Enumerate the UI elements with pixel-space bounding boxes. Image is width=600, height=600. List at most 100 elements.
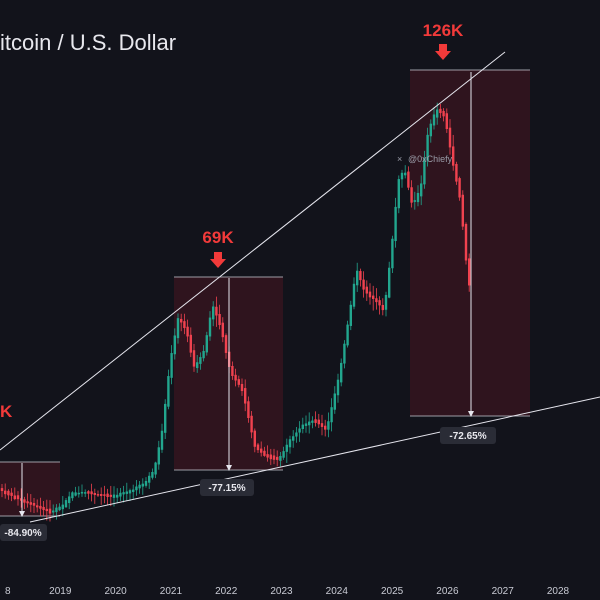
candle-body [189, 334, 192, 353]
candle-body [244, 388, 247, 404]
candle-body [343, 343, 346, 364]
drawdown-badge-2: -77.15% [200, 479, 254, 496]
candle-body [71, 492, 74, 499]
candle-body [10, 492, 13, 496]
candle-body [295, 432, 298, 437]
candle-body [423, 158, 426, 185]
candle-body [400, 172, 404, 180]
candle-body [311, 420, 314, 423]
candle-body [199, 357, 202, 364]
x-tick-label: 2023 [270, 586, 293, 597]
drop-arrowheads [19, 411, 474, 517]
candle-body [359, 271, 362, 281]
drawdown-box [0, 462, 60, 516]
candle-body [317, 419, 320, 425]
x-tick-label: 2028 [547, 586, 570, 597]
candles [0, 102, 471, 522]
candle-body [90, 491, 93, 495]
candle-body [407, 171, 410, 188]
drawdown-label: -84.90% [4, 528, 41, 539]
candle-body [128, 490, 132, 494]
candle-body [455, 163, 458, 182]
candle-body [432, 114, 436, 126]
candle-body [288, 439, 292, 448]
drawdown-badge-3: -72.65% [440, 427, 496, 444]
candle-body [279, 455, 282, 461]
candle-body [263, 450, 266, 456]
candle-body [365, 286, 368, 294]
candle-body [106, 493, 109, 498]
candle-body [416, 192, 420, 203]
candle-body [157, 447, 160, 465]
drawdown-box [410, 70, 530, 416]
candle-body [378, 300, 381, 306]
x-tick-label: 2019 [49, 586, 72, 597]
candle-body [173, 335, 176, 355]
chart-title: itcoin / U.S. Dollar [0, 30, 176, 55]
candle-body [23, 499, 26, 503]
candle-body [218, 313, 221, 326]
candle-body [381, 304, 384, 311]
candle-body [192, 350, 196, 367]
candle-body [202, 350, 205, 359]
close-icon: × [397, 154, 402, 164]
candle-body [336, 379, 340, 396]
drop-lines [21, 72, 472, 512]
peak-label: 126K [423, 21, 464, 40]
candle-body [461, 194, 464, 227]
candle-body [132, 489, 135, 492]
drawdown-badge-1: -84.90% [0, 524, 47, 541]
candle-body [119, 492, 122, 497]
candle-body [237, 379, 240, 385]
candle-body [13, 495, 16, 500]
x-tick-label: 2026 [436, 586, 459, 597]
candle-body [330, 407, 333, 423]
candle-body [224, 335, 228, 353]
candle-body [276, 456, 279, 460]
x-tick-label: 8 [5, 586, 11, 597]
candle-body [141, 483, 144, 487]
candle-body [77, 492, 80, 495]
candle-body [32, 502, 36, 506]
candle-body [84, 492, 87, 494]
candle-body [212, 306, 215, 320]
x-tick-label: 2024 [326, 586, 349, 597]
candle-body [384, 294, 388, 310]
x-tick-label: 2022 [215, 586, 238, 597]
candle-body [301, 424, 304, 430]
candle-body [333, 393, 336, 410]
candle-body [64, 500, 68, 508]
candle-body [349, 304, 352, 326]
candle-body [448, 127, 452, 148]
candle-body [234, 374, 237, 381]
candle-body [285, 444, 288, 452]
candle-body [42, 506, 45, 511]
peak-arrow-icon [435, 44, 451, 60]
candle-body [253, 430, 256, 447]
candle-body [109, 494, 112, 497]
candle-body [320, 423, 324, 427]
candle-body [61, 504, 64, 510]
candle-body [52, 510, 55, 513]
candle-body [208, 317, 212, 337]
x-tick-label: 2021 [160, 586, 183, 597]
candle-body [247, 401, 250, 419]
candle-body [186, 326, 189, 337]
watermark: @0xChiefy [408, 154, 453, 164]
candle-body [420, 183, 423, 197]
candle-body [125, 491, 128, 494]
candle-body [266, 454, 269, 458]
candle-body [452, 146, 455, 166]
candle-body [29, 502, 32, 505]
candle-body [4, 490, 7, 495]
candle-body [356, 270, 359, 286]
peak-arrow-icon [210, 252, 226, 268]
candle-body [112, 494, 116, 498]
candle-body [445, 113, 448, 130]
candle-body [372, 295, 375, 299]
candle-body [464, 223, 468, 261]
candle-body [388, 267, 391, 298]
drawdown-label: -77.15% [208, 483, 245, 494]
candle-body [391, 238, 394, 269]
candle-body [292, 436, 295, 441]
